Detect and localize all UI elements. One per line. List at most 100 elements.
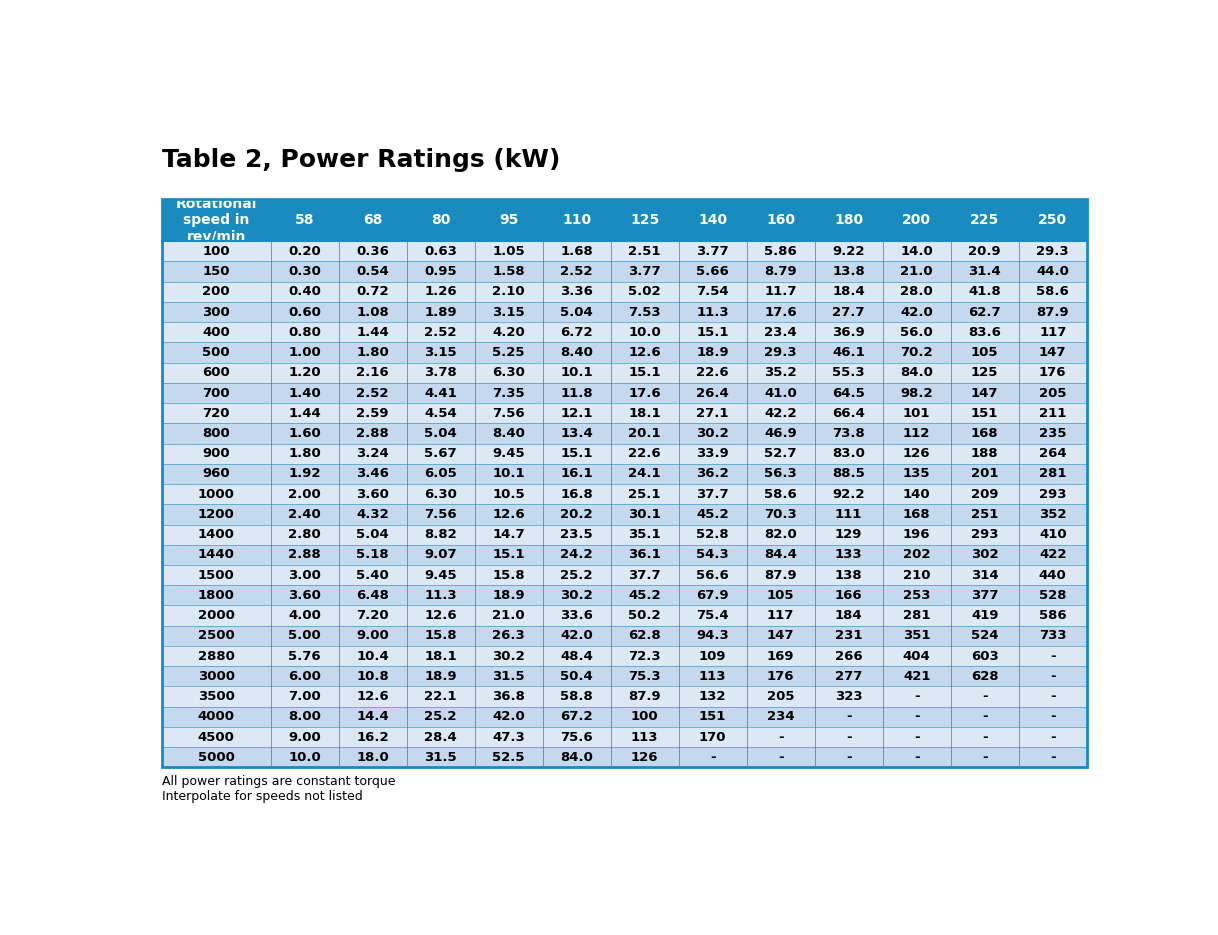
- Text: 3.60: 3.60: [289, 589, 322, 602]
- Bar: [162, 525, 1086, 545]
- Bar: [162, 646, 1086, 666]
- Text: -: -: [1050, 751, 1056, 764]
- Text: 147: 147: [767, 629, 794, 642]
- Text: 56.3: 56.3: [765, 468, 797, 481]
- Text: 46.9: 46.9: [765, 427, 797, 440]
- Text: 700: 700: [202, 386, 230, 399]
- Text: 30.2: 30.2: [560, 589, 593, 602]
- Text: 67.9: 67.9: [697, 589, 728, 602]
- Text: 14.7: 14.7: [492, 528, 525, 541]
- Text: 58.6: 58.6: [765, 488, 797, 500]
- Text: 2.16: 2.16: [356, 367, 389, 380]
- Text: -: -: [914, 730, 920, 743]
- Text: 8.40: 8.40: [560, 346, 593, 359]
- Text: 62.7: 62.7: [968, 306, 1001, 319]
- Text: 70.3: 70.3: [765, 508, 797, 521]
- Text: -: -: [914, 751, 920, 764]
- Text: 160: 160: [766, 213, 795, 227]
- Text: 98.2: 98.2: [900, 386, 933, 399]
- Text: 147: 147: [971, 386, 999, 399]
- Text: 135: 135: [903, 468, 931, 481]
- Text: 15.8: 15.8: [424, 629, 457, 642]
- Text: 586: 586: [1039, 609, 1067, 622]
- Text: 2.51: 2.51: [628, 245, 661, 258]
- Text: 4.54: 4.54: [424, 407, 457, 420]
- Text: 55.3: 55.3: [832, 367, 865, 380]
- Text: 87.9: 87.9: [628, 690, 661, 703]
- Text: 36.2: 36.2: [697, 468, 730, 481]
- Text: 9.00: 9.00: [356, 629, 389, 642]
- Text: 94.3: 94.3: [697, 629, 730, 642]
- Text: 84.0: 84.0: [900, 367, 933, 380]
- Text: 7.56: 7.56: [492, 407, 525, 420]
- Text: 2.52: 2.52: [424, 325, 457, 338]
- Text: 140: 140: [698, 213, 727, 227]
- Text: 251: 251: [971, 508, 999, 521]
- Text: 9.00: 9.00: [289, 730, 320, 743]
- Text: 117: 117: [1039, 325, 1067, 338]
- Text: 2.88: 2.88: [356, 427, 389, 440]
- Text: 166: 166: [834, 589, 862, 602]
- Text: 264: 264: [1039, 447, 1067, 460]
- Text: 4.32: 4.32: [356, 508, 389, 521]
- Text: 5.02: 5.02: [628, 285, 661, 298]
- Text: 7.54: 7.54: [697, 285, 728, 298]
- Bar: [162, 464, 1086, 484]
- Text: 35.1: 35.1: [628, 528, 661, 541]
- Text: 3.46: 3.46: [356, 468, 389, 481]
- Text: 75.4: 75.4: [697, 609, 728, 622]
- Text: 8.79: 8.79: [765, 266, 797, 278]
- Text: 14.0: 14.0: [900, 245, 933, 258]
- Text: 3.60: 3.60: [356, 488, 389, 500]
- Text: 5.00: 5.00: [289, 629, 320, 642]
- Bar: [162, 281, 1086, 302]
- Text: 15.1: 15.1: [492, 549, 525, 561]
- Text: 9.45: 9.45: [492, 447, 525, 460]
- Text: 23.5: 23.5: [560, 528, 593, 541]
- Text: 168: 168: [903, 508, 931, 521]
- Text: 42.0: 42.0: [560, 629, 593, 642]
- Bar: [162, 363, 1086, 383]
- Text: 231: 231: [836, 629, 862, 642]
- Text: -: -: [845, 730, 851, 743]
- Text: 62.8: 62.8: [628, 629, 661, 642]
- Text: 170: 170: [699, 730, 726, 743]
- Text: 235: 235: [1039, 427, 1067, 440]
- Text: 36.8: 36.8: [492, 690, 525, 703]
- Text: 281: 281: [1039, 468, 1067, 481]
- Bar: [162, 262, 1086, 281]
- Text: 50.4: 50.4: [560, 669, 593, 683]
- Text: 1.00: 1.00: [289, 346, 320, 359]
- Text: 8.40: 8.40: [492, 427, 525, 440]
- Text: 9.07: 9.07: [424, 549, 457, 561]
- Text: 211: 211: [1039, 407, 1067, 420]
- Text: 46.1: 46.1: [832, 346, 865, 359]
- Text: 0.40: 0.40: [289, 285, 322, 298]
- Text: 126: 126: [631, 751, 659, 764]
- Text: 20.1: 20.1: [628, 427, 661, 440]
- Text: 147: 147: [1039, 346, 1067, 359]
- Text: 133: 133: [834, 549, 862, 561]
- Text: 18.4: 18.4: [832, 285, 865, 298]
- Text: 5.18: 5.18: [356, 549, 389, 561]
- Text: 75.3: 75.3: [628, 669, 661, 683]
- Text: 1.44: 1.44: [289, 407, 320, 420]
- Text: 0.72: 0.72: [356, 285, 389, 298]
- Text: 100: 100: [631, 711, 659, 724]
- Text: 1.58: 1.58: [492, 266, 525, 278]
- Text: 0.54: 0.54: [356, 266, 389, 278]
- Bar: [162, 545, 1086, 565]
- Text: 253: 253: [903, 589, 931, 602]
- Text: 111: 111: [836, 508, 862, 521]
- Text: 6.00: 6.00: [289, 669, 322, 683]
- Text: 109: 109: [699, 650, 726, 663]
- Text: 24.2: 24.2: [560, 549, 593, 561]
- Text: 22.1: 22.1: [424, 690, 457, 703]
- Text: 5.67: 5.67: [424, 447, 457, 460]
- Text: 2.00: 2.00: [289, 488, 320, 500]
- Text: 105: 105: [971, 346, 999, 359]
- Text: 47.3: 47.3: [492, 730, 525, 743]
- Text: 2.10: 2.10: [492, 285, 525, 298]
- Text: -: -: [914, 690, 920, 703]
- Text: 2.59: 2.59: [357, 407, 389, 420]
